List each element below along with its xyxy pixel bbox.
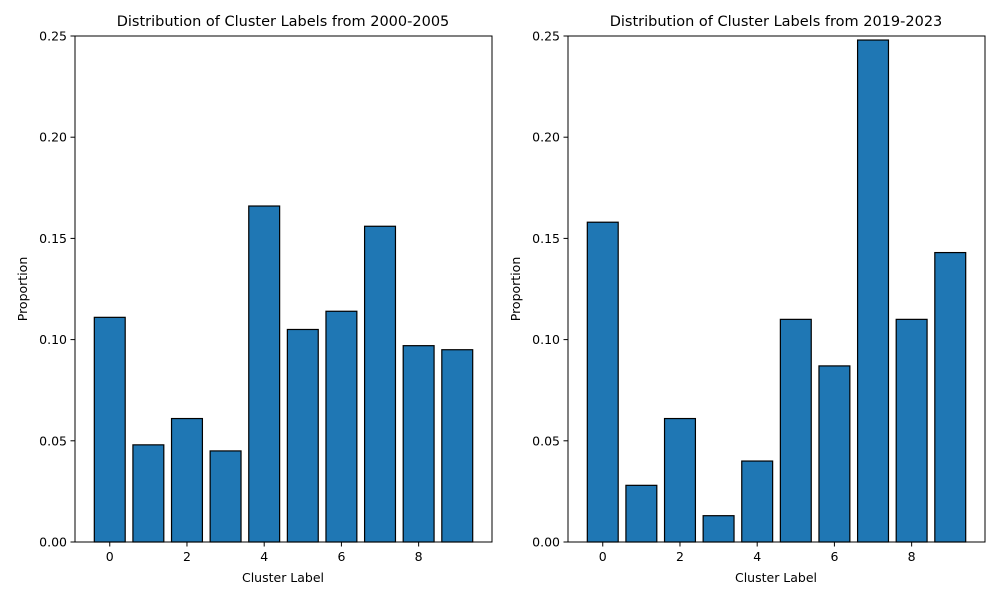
x-tick-label: 6 — [337, 549, 345, 564]
x-tick-label: 4 — [753, 549, 761, 564]
bar-group — [93, 205, 474, 543]
bar-cluster-8 — [402, 345, 435, 543]
x-tick-label: 0 — [599, 549, 607, 564]
bar-cluster-2 — [663, 417, 697, 543]
y-tick-label: 0.15 — [532, 231, 560, 246]
x-tick-label: 2 — [676, 549, 684, 564]
y-tick-label: 0.00 — [39, 535, 67, 550]
bar-cluster-6 — [325, 310, 358, 543]
chart-title: Distribution of Cluster Labels from 2019… — [610, 14, 943, 30]
y-axis-ticks: 0.00 0.05 0.10 0.15 0.20 0.25 — [39, 29, 75, 550]
bar-cluster-8 — [895, 318, 928, 543]
x-tick-label: 6 — [830, 549, 838, 564]
y-tick-label: 0.25 — [39, 29, 67, 44]
x-axis-ticks: 0 2 4 6 8 — [599, 542, 916, 564]
bar-cluster-5 — [286, 328, 319, 543]
x-tick-label: 2 — [183, 549, 191, 564]
axes-frame — [74, 35, 493, 543]
chart-2019-2023: Distribution of Cluster Labels from 2019… — [508, 14, 986, 585]
y-tick-label: 0.25 — [532, 29, 560, 44]
y-tick-label: 0.00 — [532, 535, 560, 550]
bar-cluster-1 — [132, 444, 165, 543]
y-tick-label: 0.05 — [532, 433, 560, 448]
x-axis-label: Cluster Label — [735, 570, 817, 585]
x-axis-label: Cluster Label — [242, 570, 324, 585]
bar-cluster-1 — [625, 484, 658, 543]
y-tick-label: 0.20 — [39, 130, 67, 145]
y-tick-label: 0.10 — [39, 332, 67, 347]
axes-frame — [567, 35, 986, 543]
bar-cluster-6 — [818, 365, 851, 543]
y-axis-ticks: 0.00 0.05 0.10 0.15 0.20 0.25 — [532, 29, 568, 550]
x-tick-label: 0 — [106, 549, 114, 564]
bar-cluster-4 — [248, 205, 281, 543]
chart-title: Distribution of Cluster Labels from 2000… — [117, 14, 450, 30]
y-tick-label: 0.05 — [39, 433, 67, 448]
bar-cluster-3 — [702, 515, 735, 543]
bar-group — [586, 39, 967, 543]
bar-cluster-2 — [170, 417, 204, 543]
x-tick-label: 8 — [908, 549, 916, 564]
bar-cluster-7 — [856, 39, 890, 543]
x-tick-label: 4 — [260, 549, 268, 564]
bar-cluster-9 — [934, 251, 967, 543]
chart-2000-2005: Distribution of Cluster Labels from 2000… — [15, 14, 493, 585]
bar-cluster-0 — [586, 221, 619, 543]
bar-cluster-7 — [363, 225, 397, 543]
bar-cluster-0 — [93, 316, 126, 543]
y-tick-label: 0.20 — [532, 130, 560, 145]
y-tick-label: 0.15 — [39, 231, 67, 246]
bar-cluster-3 — [209, 450, 242, 543]
x-axis-ticks: 0 2 4 6 8 — [106, 542, 423, 564]
bar-cluster-9 — [441, 349, 474, 543]
bar-cluster-4 — [741, 460, 774, 543]
bar-cluster-5 — [779, 318, 812, 543]
x-tick-label: 8 — [415, 549, 423, 564]
y-tick-label: 0.10 — [532, 332, 560, 347]
y-axis-label: Proportion — [508, 257, 523, 322]
y-axis-label: Proportion — [15, 257, 30, 322]
